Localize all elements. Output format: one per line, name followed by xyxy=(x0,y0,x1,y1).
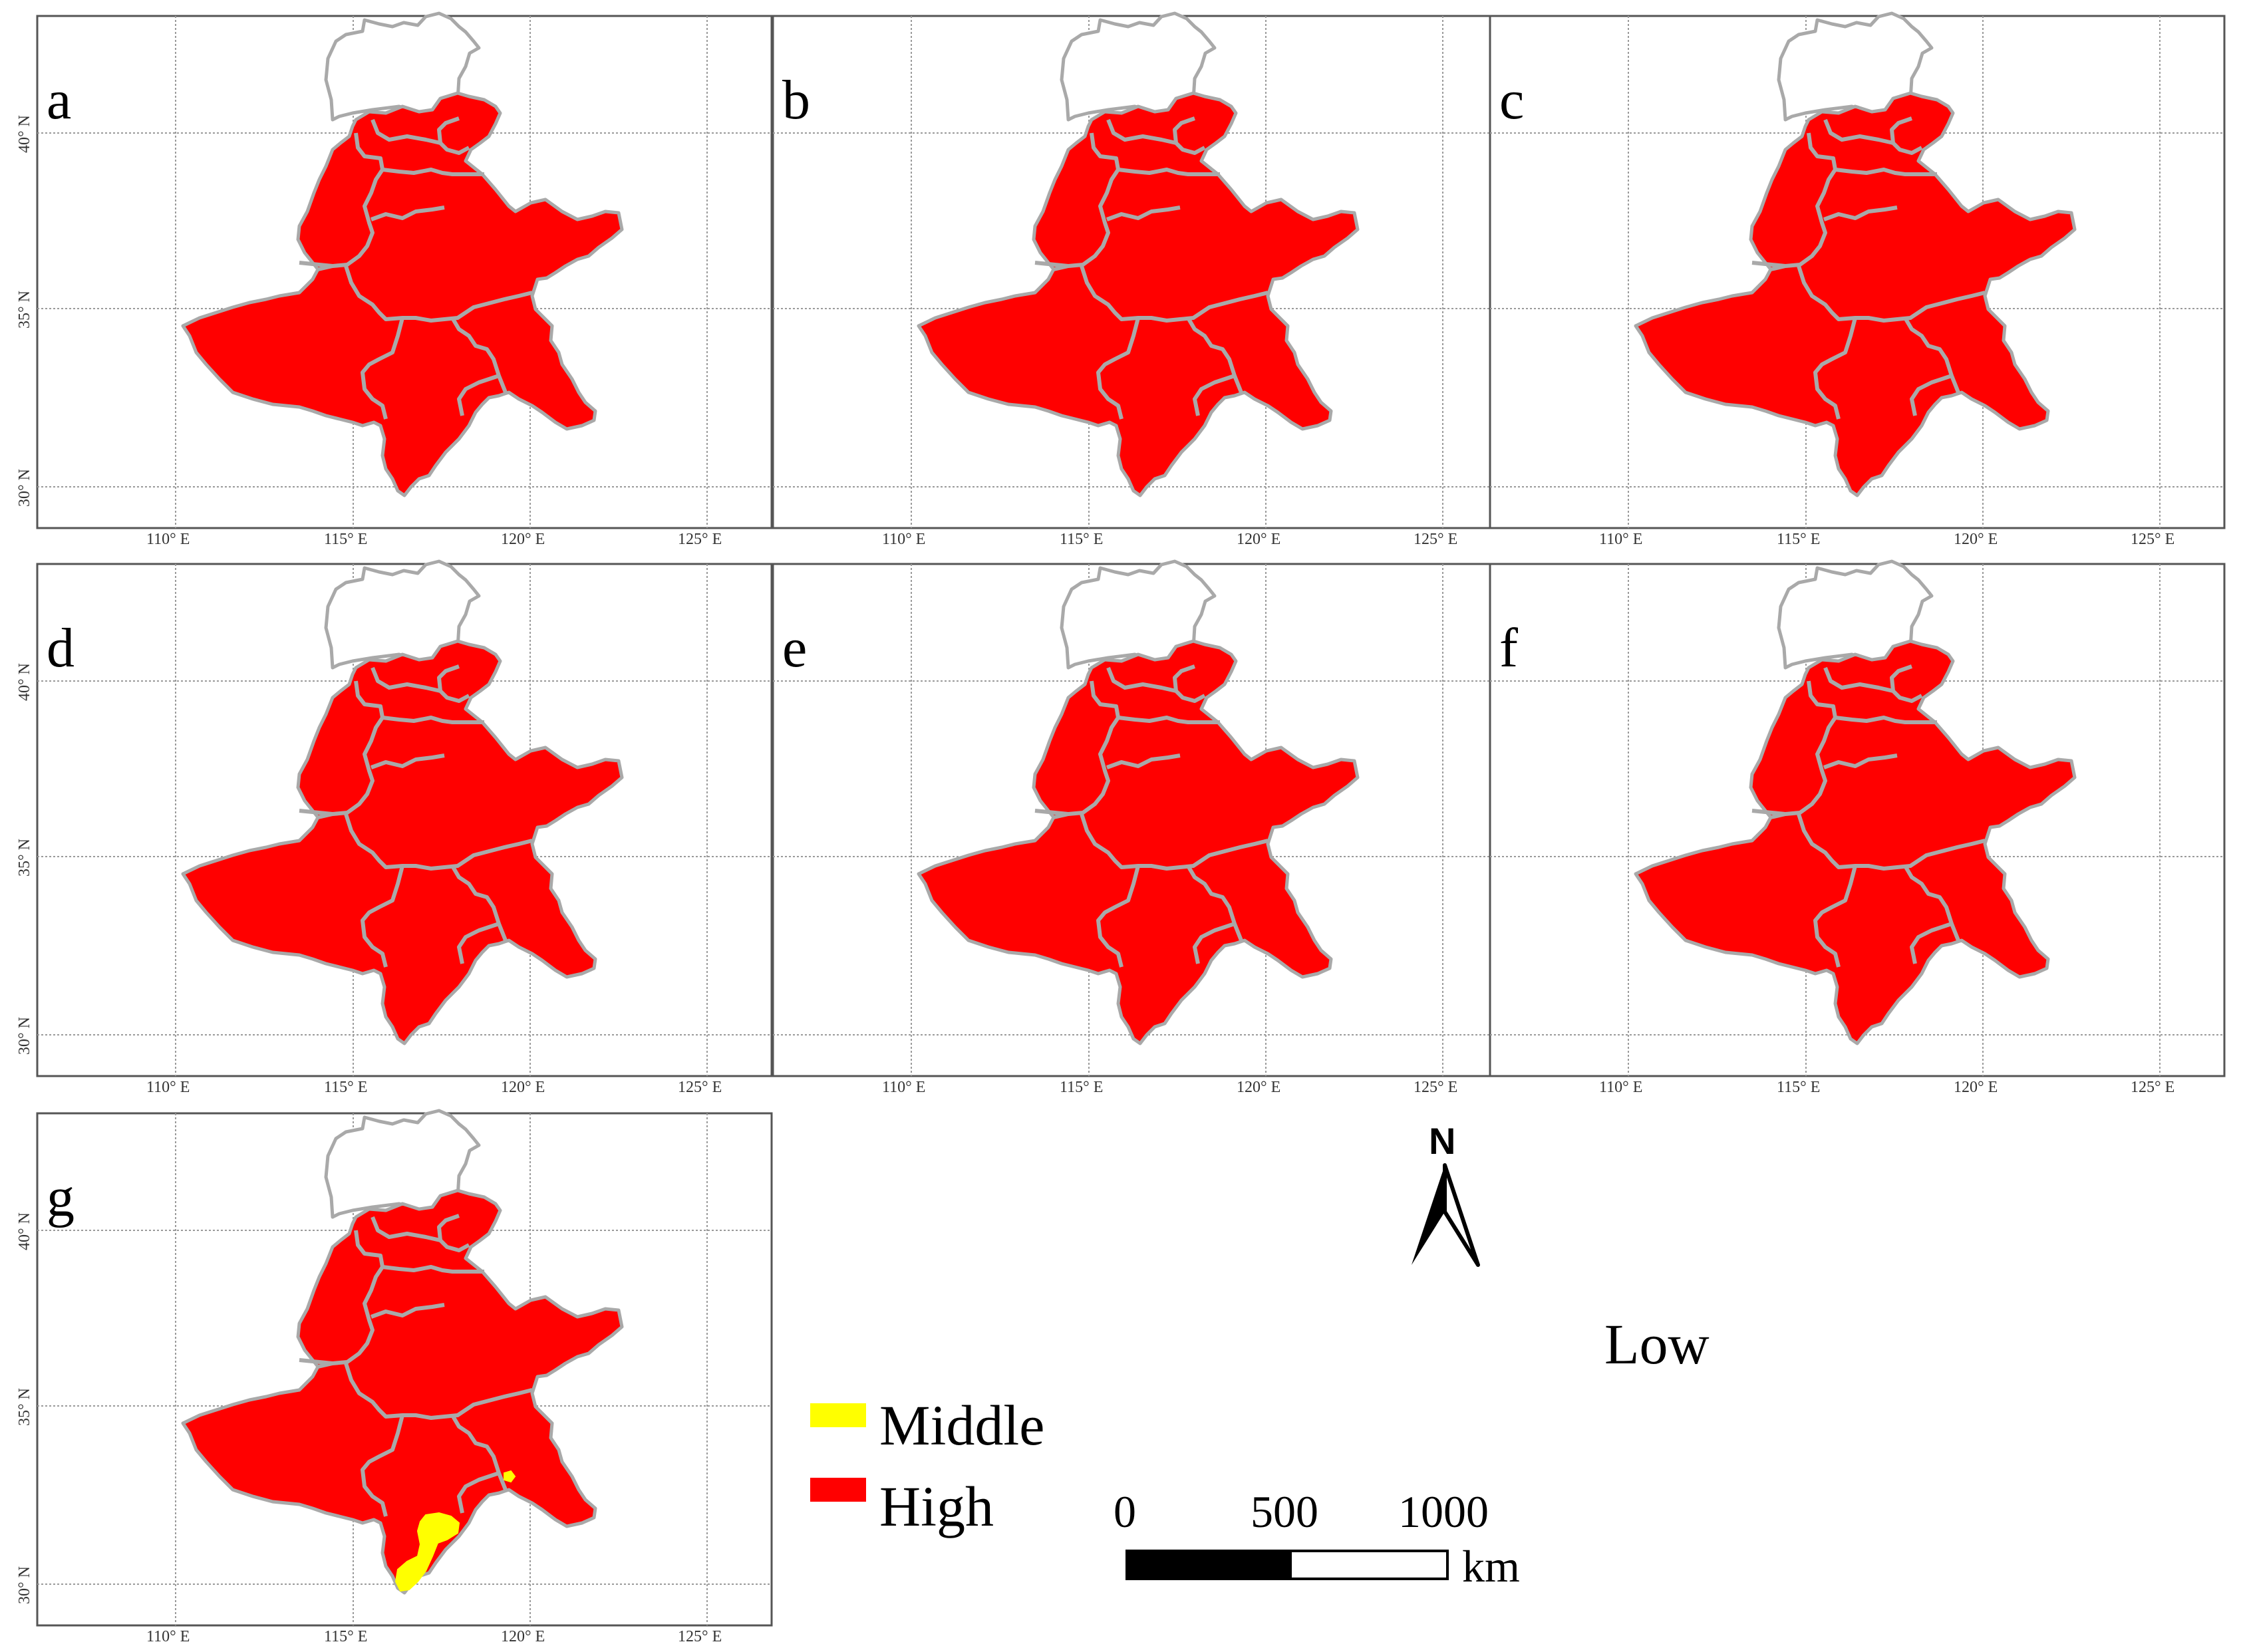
lat-tick-30: 30° N xyxy=(16,1017,33,1055)
panel-f: f 110° E 115° E 120° E 125° E xyxy=(1489,561,2226,1096)
lon-tick-115: 115° E xyxy=(324,1079,367,1096)
lon-tick-120: 120° E xyxy=(501,1079,545,1096)
lat-tick-30: 30° N xyxy=(16,1566,33,1604)
north-arrow-icon xyxy=(1412,1165,1445,1265)
lon-tick-125: 125° E xyxy=(1414,531,1457,548)
scale-tick-0: 0 xyxy=(1114,1486,1136,1537)
middle-region xyxy=(394,1512,460,1592)
lon-tick-125: 125° E xyxy=(678,531,722,548)
panel-g: g 110° E 115° E 120° E 125° E 40° N 35° … xyxy=(16,1111,773,1645)
legend-label-middle: Middle xyxy=(879,1393,1044,1457)
lon-tick-125: 125° E xyxy=(2131,531,2174,548)
lat-tick-35: 35° N xyxy=(16,1388,33,1426)
panel-d: d 110° E 115° E 120° E 125° E 40° N 35° … xyxy=(16,561,773,1096)
lon-tick-120: 120° E xyxy=(1954,531,1998,548)
lon-tick-120: 120° E xyxy=(1237,531,1280,548)
lon-tick-110: 110° E xyxy=(1599,531,1642,548)
legend: Low Middle High xyxy=(810,1312,1710,1538)
legend-swatch-middle xyxy=(810,1403,866,1427)
panel-label-f: f xyxy=(1499,617,1518,679)
middle-region-small xyxy=(504,1470,516,1483)
scale-bar: 0 500 1000 km xyxy=(1114,1486,1520,1591)
scale-tick-500: 500 xyxy=(1251,1486,1318,1537)
lon-tick-110: 110° E xyxy=(146,1079,190,1096)
panel-c: c 110° E 115° E 120° E 125° E xyxy=(1489,13,2226,548)
panel-label-d: d xyxy=(47,617,75,679)
lon-tick-115: 115° E xyxy=(324,1628,367,1645)
lat-tick-40: 40° N xyxy=(16,1212,33,1250)
legend-title: Low xyxy=(1604,1312,1710,1376)
panel-b: b 110° E 115° E 120° E 125° E xyxy=(772,13,1509,548)
lon-tick-125: 125° E xyxy=(678,1079,722,1096)
panel-label-c: c xyxy=(1499,69,1524,131)
panel-label-a: a xyxy=(47,69,71,131)
lat-tick-30: 30° N xyxy=(16,469,33,507)
lon-tick-120: 120° E xyxy=(1954,1079,1998,1096)
lon-tick-110: 110° E xyxy=(882,1079,925,1096)
legend-label-high: High xyxy=(879,1474,994,1538)
lon-tick-115: 115° E xyxy=(1060,1079,1103,1096)
scale-tick-1000: 1000 xyxy=(1398,1486,1489,1537)
lon-tick-115: 115° E xyxy=(324,531,367,548)
north-label: N xyxy=(1429,1120,1455,1162)
lon-tick-125: 125° E xyxy=(678,1628,722,1645)
lon-tick-115: 115° E xyxy=(1060,531,1103,548)
panel-e: e 110° E 115° E 120° E 125° E xyxy=(772,561,1509,1096)
scale-unit: km xyxy=(1462,1541,1520,1591)
lon-tick-110: 110° E xyxy=(146,531,190,548)
lon-tick-125: 125° E xyxy=(1414,1079,1457,1096)
lon-tick-115: 115° E xyxy=(1777,1079,1820,1096)
panel-label-g: g xyxy=(47,1167,75,1228)
lat-tick-40: 40° N xyxy=(16,663,33,701)
lon-tick-120: 120° E xyxy=(1237,1079,1280,1096)
lat-tick-40: 40° N xyxy=(16,115,33,153)
lon-tick-120: 120° E xyxy=(501,1628,545,1645)
lat-tick-35: 35° N xyxy=(16,839,33,877)
lon-tick-115: 115° E xyxy=(1777,531,1820,548)
legend-swatch-high xyxy=(810,1478,866,1502)
lon-tick-110: 110° E xyxy=(146,1628,190,1645)
north-arrow: N xyxy=(1412,1120,1480,1267)
lat-tick-35: 35° N xyxy=(16,291,33,329)
lon-tick-120: 120° E xyxy=(501,531,545,548)
lon-tick-110: 110° E xyxy=(882,531,925,548)
panel-label-b: b xyxy=(782,69,810,131)
panel-label-e: e xyxy=(782,617,807,679)
lon-tick-125: 125° E xyxy=(2131,1079,2174,1096)
panel-a: a 110° E 115° E 120° E 125° E 40° N 35° … xyxy=(16,13,773,548)
lon-tick-110: 110° E xyxy=(1599,1079,1642,1096)
